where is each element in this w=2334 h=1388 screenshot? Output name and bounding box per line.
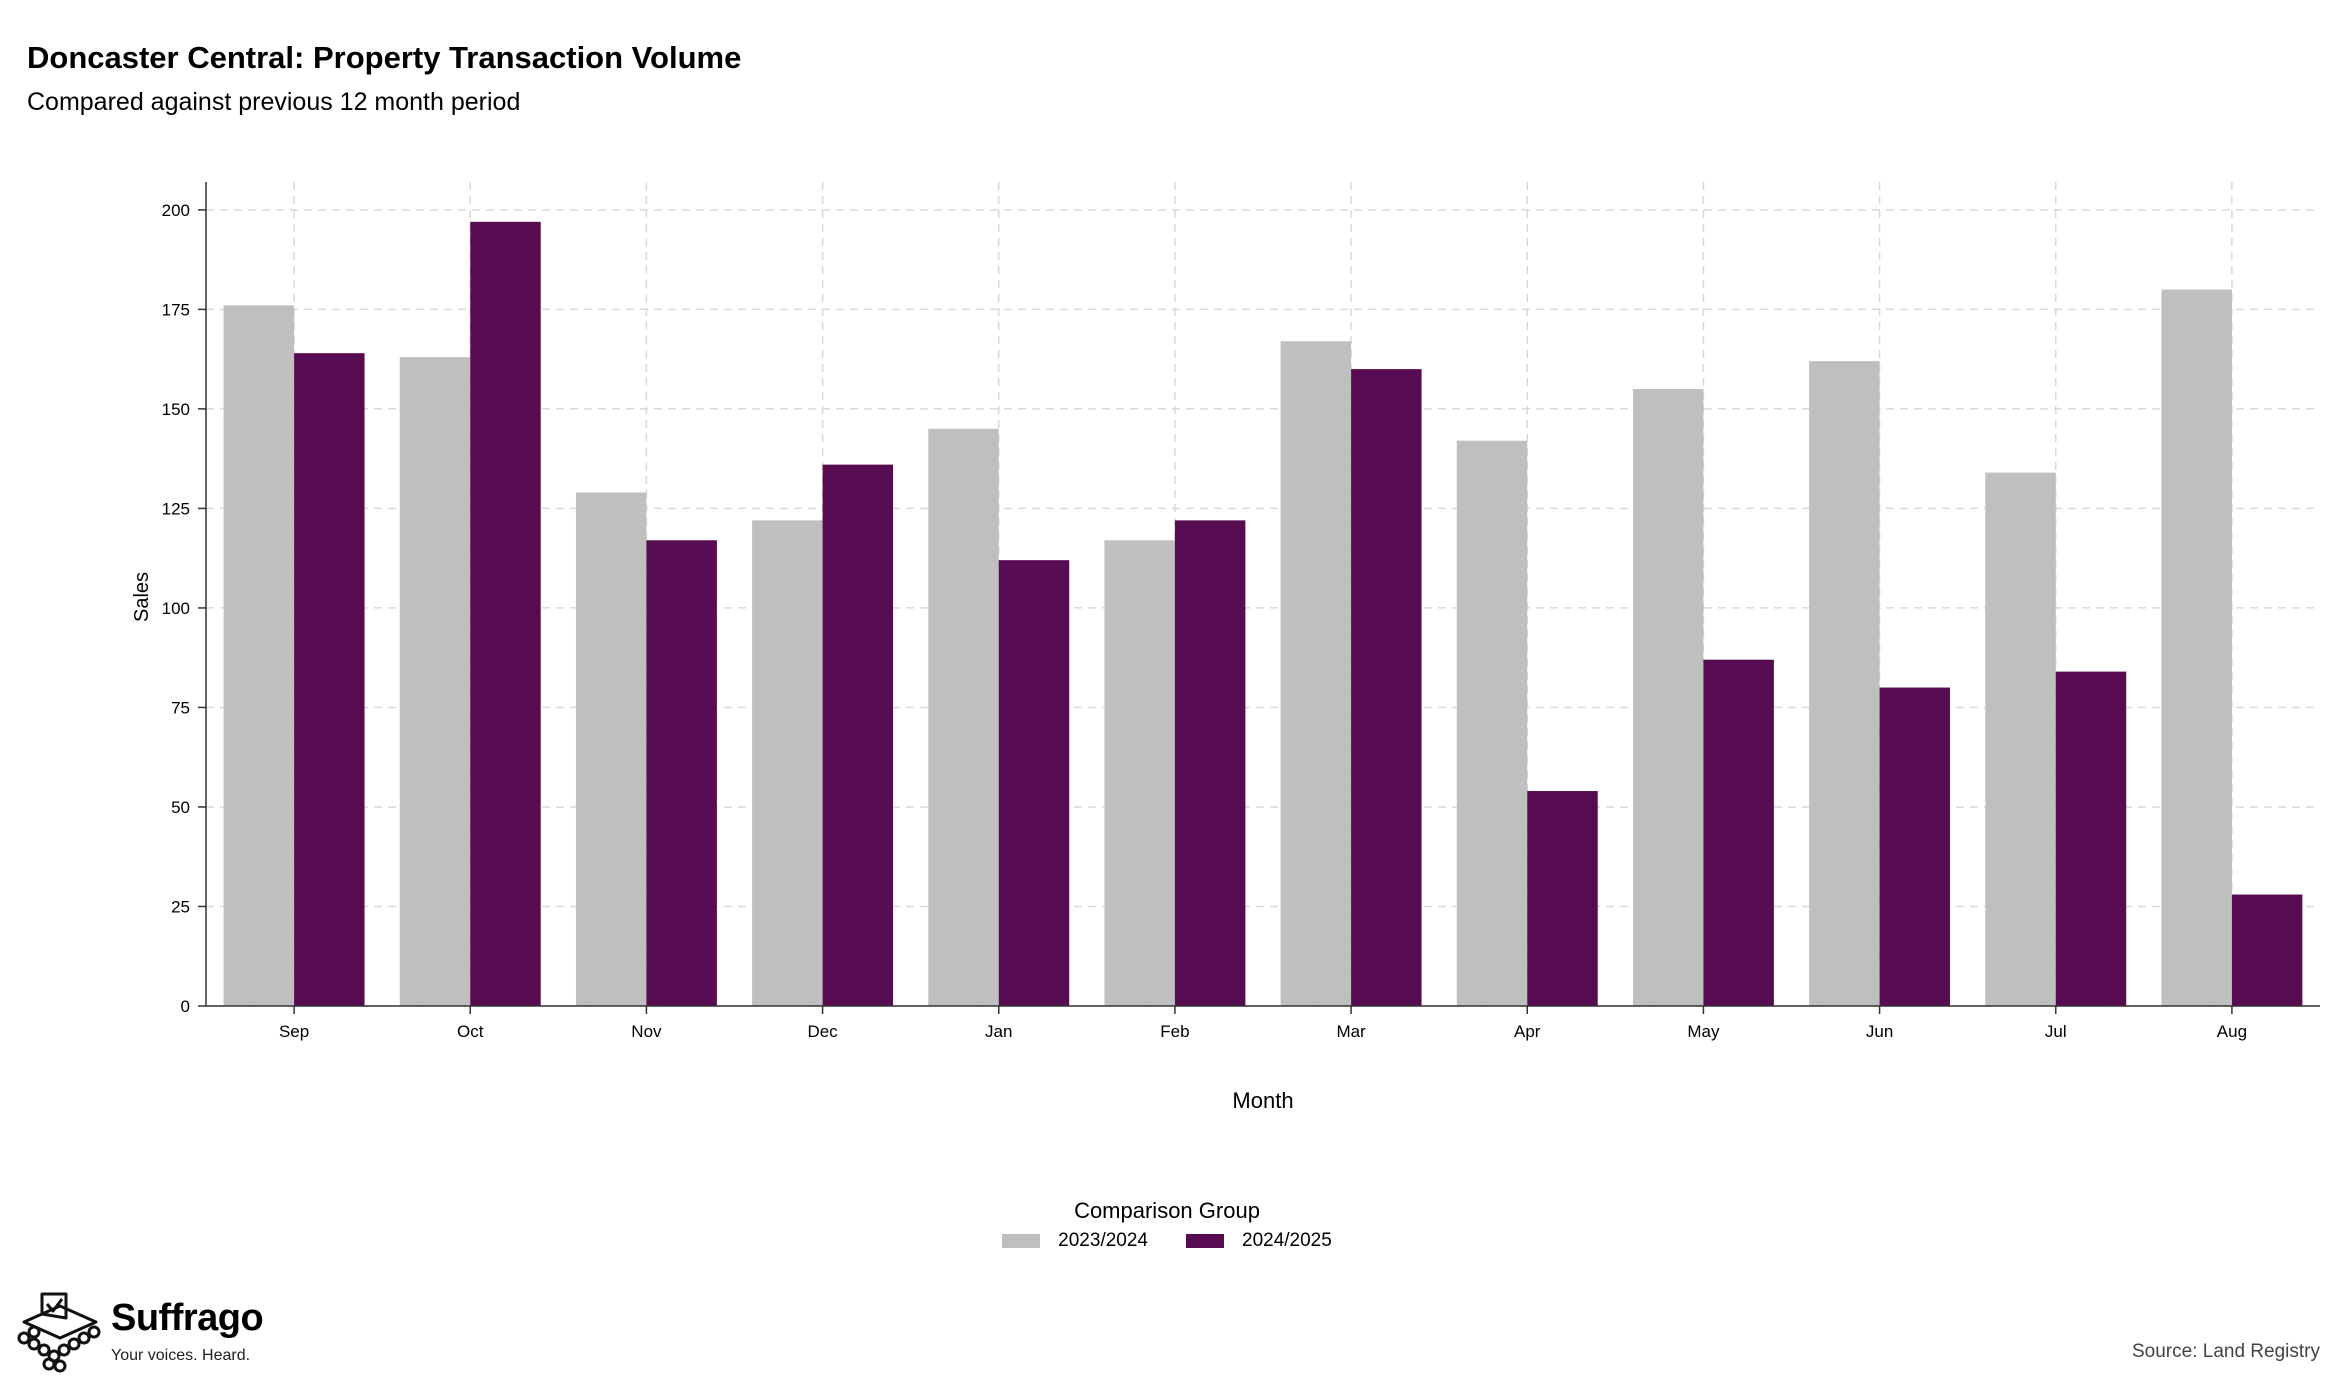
x-tick-label: Oct [457, 1022, 484, 1041]
legend-label: 2023/2024 [1058, 1230, 1148, 1251]
bar-2023-2024-Apr [1456, 440, 1528, 1006]
y-tick-labels: 0 25 50 75 100 125 150 175 200 [162, 201, 190, 1016]
legend-swatch [1186, 1234, 1224, 1248]
y-tick-label: 0 [181, 997, 190, 1016]
bar-2023-2024-May [1632, 388, 1704, 1006]
suffrago-logo: Suffrago Your voices. Heard. [14, 1292, 264, 1374]
bar-2024-2025-Nov [646, 540, 717, 1006]
bar-2024-2025-Sep [294, 353, 365, 1006]
bar-2023-2024-Oct [399, 357, 471, 1006]
axes [198, 182, 2320, 1014]
x-tick-label: Nov [631, 1022, 662, 1041]
legend-swatch [1002, 1234, 1041, 1248]
y-tick-label: 100 [162, 599, 190, 618]
y-tick-label: 175 [162, 300, 190, 319]
legend-item-2023-2024: 2023/2024 [1002, 1230, 1148, 1252]
bar-2023-2024-Sep [223, 305, 295, 1006]
y-axis-label: Sales [131, 572, 153, 622]
legend-item-2024-2025: 2024/2025 [1186, 1230, 1332, 1252]
chart-subtitle: Compared against previous 12 month perio… [27, 88, 521, 116]
bar-2024-2025-Aug [2231, 894, 2303, 1006]
bar-2023-2024-Nov [575, 492, 647, 1006]
bar-2024-2025-Jan [998, 560, 1070, 1006]
y-tick-label: 50 [171, 798, 190, 817]
chart-title: Doncaster Central: Property Transaction … [27, 40, 742, 75]
logo-tagline: Your voices. Heard. [111, 1347, 251, 1364]
bar-2024-2025-May [1703, 659, 1774, 1006]
bar-2024-2025-Feb [1174, 520, 1246, 1006]
bar-2023-2024-Dec [752, 520, 823, 1006]
bar-2023-2024-Feb [1104, 540, 1175, 1006]
legend: Comparison Group 2023/2024 2024/2025 [0, 1198, 2334, 1252]
bar-2024-2025-Jun [1879, 687, 1951, 1006]
source-note: Source: Land Registry [2132, 1341, 2320, 1362]
x-tick-labels: Sep Oct Nov Dec Jan Feb Mar Apr May Jun Jul Aug [279, 1022, 2247, 1041]
y-tick-label: 200 [162, 201, 190, 220]
x-tick-label: Feb [1160, 1022, 1189, 1041]
y-tick-label: 150 [162, 400, 190, 419]
bar-2023-2024-Aug [2161, 289, 2232, 1006]
bar-2024-2025-Oct [470, 221, 541, 1006]
bar-2024-2025-Jul [2055, 671, 2127, 1006]
bars [223, 221, 2303, 1007]
ballot-box-icon [17, 1292, 101, 1373]
y-tick-label: 75 [171, 698, 190, 717]
bar-2024-2025-Dec [822, 464, 894, 1006]
bar-2023-2024-Jun [1809, 361, 1880, 1006]
bar-2024-2025-Mar [1351, 369, 1422, 1006]
bar-2024-2025-Apr [1527, 791, 1598, 1006]
legend-label: 2024/2025 [1242, 1230, 1332, 1251]
x-tick-label: Jul [2045, 1022, 2067, 1041]
bar-2023-2024-Jul [1985, 472, 2056, 1007]
legend-title: Comparison Group [1074, 1198, 1260, 1223]
legend-items: 2023/2024 2024/2025 [0, 1230, 2334, 1252]
bar-2023-2024-Jan [928, 428, 999, 1006]
x-tick-label: Mar [1336, 1022, 1366, 1041]
logo-name: Suffrago [111, 1297, 264, 1339]
x-tick-label: Sep [279, 1022, 309, 1041]
x-tick-label: Aug [2217, 1022, 2247, 1041]
x-tick-label: May [1687, 1022, 1720, 1041]
bar-chart: 0 25 50 75 100 125 150 175 200 Sep Oct Nov Dec Jan Fe… [131, 182, 2320, 1113]
x-tick-label: Dec [807, 1022, 838, 1041]
y-tick-label: 25 [171, 897, 190, 916]
bar-2023-2024-Mar [1280, 341, 1352, 1006]
x-tick-label: Apr [1514, 1022, 1541, 1041]
x-tick-label: Jan [985, 1022, 1012, 1041]
y-tick-label: 125 [162, 499, 190, 518]
x-tick-label: Jun [1866, 1022, 1893, 1041]
x-axis-label: Month [1232, 1088, 1293, 1113]
